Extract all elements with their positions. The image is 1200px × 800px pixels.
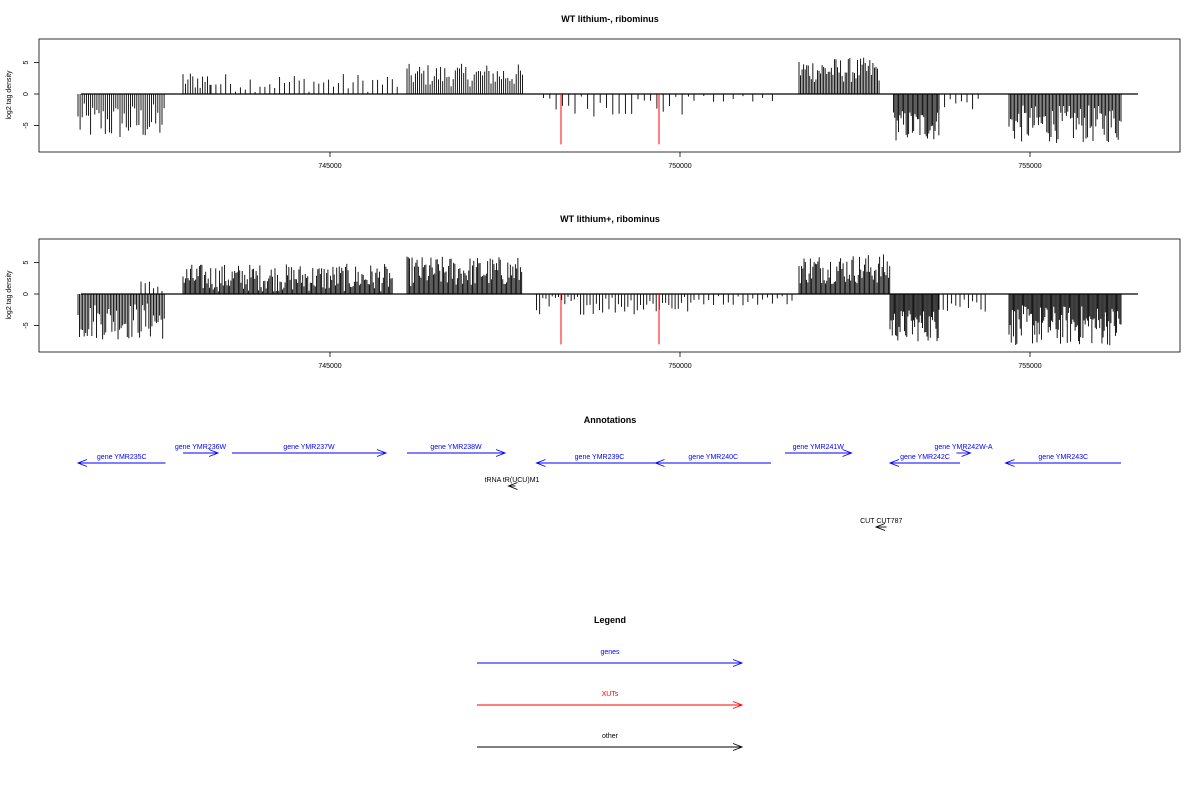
y-tick-label: 5 [23,60,30,64]
feature-arrow [785,449,853,457]
x-tick-label: 750000 [668,163,691,170]
panel-title: WT lithium+, ribominus [560,214,660,224]
feature-label: gene YMR241W [793,444,845,451]
feature-arrow [183,449,220,457]
feature-label: gene YMR243C [1038,454,1088,461]
y-axis-label: log2 tag density [6,270,13,320]
track-panel-lithium-minus: WT lithium-, ribominus log2 tag density … [6,14,1181,170]
x-axis-ticks: 745000 750000 755000 [318,352,1042,370]
feature-label: tRNA tR(UCU)M1 [485,477,540,484]
panel-title: WT lithium-, ribominus [561,14,659,24]
x-tick-label: 745000 [318,163,341,170]
legend-arrow [477,659,744,667]
legend-arrow [477,743,744,751]
x-tick-label: 755000 [1018,163,1041,170]
legend-arrow [477,701,744,709]
y-tick-label: 0 [23,292,30,296]
feature-label: gene YMR237W [283,444,335,451]
y-axis-ticks: 5 0 -5 [23,60,39,129]
feature-label: gene YMR242W-A [934,444,992,451]
plot-frame [38,38,1181,153]
feature-arrow [232,449,388,457]
signal-bars [77,254,1138,346]
feature-label: gene YMR239C [575,454,625,461]
x-axis-ticks: 745000 750000 755000 [318,152,1042,170]
y-axis-label: log2 tag density [6,70,13,120]
feature-arrow [535,459,663,467]
signal-bars [77,57,1138,143]
feature-list: gene YMR235C gene YMR236W gene YMR237W gene… [76,444,1121,531]
legend-label: XUTs [602,691,619,698]
legend-label: other [602,733,619,740]
y-tick-label: 0 [23,92,30,96]
feature-label: gene YMR242C [900,454,950,461]
feature-arrow [888,459,960,467]
legend-title: Legend [594,615,626,625]
feature-label: gene YMR238W [430,444,482,451]
legend: Legend genes XUTs other [477,615,744,751]
xut-marks [560,94,660,145]
feature-arrow [507,482,518,490]
y-tick-label: -5 [23,322,30,328]
y-axis-ticks: 5 0 -5 [23,260,39,329]
x-tick-label: 750000 [668,363,691,370]
xut-marks [560,294,660,345]
feature-arrow [76,459,166,467]
feature-arrow [1004,459,1121,467]
feature-arrow [654,459,771,467]
feature-arrow [956,449,972,457]
plot-frame [38,238,1181,353]
feature-label: gene YMR236W [175,444,227,451]
feature-arrow [407,449,507,457]
annotations-title: Annotations [584,415,637,425]
x-tick-label: 745000 [318,363,341,370]
y-tick-label: 5 [23,260,30,264]
track-panel-lithium-plus: WT lithium+, ribominus log2 tag density … [6,214,1181,370]
legend-items: genes XUTs other [477,649,744,751]
legend-label: genes [600,649,620,656]
x-tick-label: 755000 [1018,363,1041,370]
feature-label: CUT CUT787 [860,518,902,525]
feature-label: gene YMR240C [688,454,738,461]
feature-arrow [874,523,887,531]
y-tick-label: -5 [23,122,30,128]
feature-label: gene YMR235C [97,454,147,461]
